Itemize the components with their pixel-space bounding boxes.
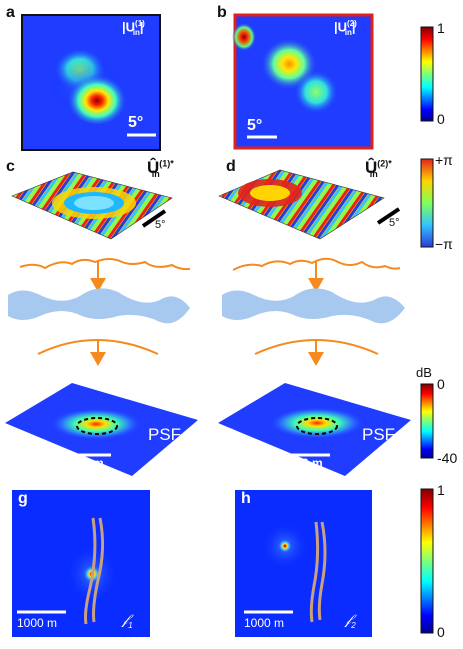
db-colorbar bbox=[420, 383, 434, 459]
panel-label-e: e bbox=[14, 427, 23, 444]
outgoing-wavefront-left bbox=[37, 339, 159, 366]
panel-f-scale-label: 1000 m bbox=[282, 456, 323, 470]
panel-h-corner-label: 𝒻2 bbox=[345, 611, 356, 630]
panel-label-b: b bbox=[217, 4, 227, 21]
phase-colorbar-bottom: −π bbox=[435, 236, 453, 252]
panel-d-phase-label: Û(2)*in bbox=[365, 158, 392, 180]
panel-h-focus-map bbox=[235, 490, 372, 637]
phase-colorbar-top: +π bbox=[435, 152, 453, 168]
panel-d-phase-map bbox=[218, 169, 401, 240]
phase-colorbar bbox=[420, 158, 434, 248]
panel-c-phase-label: Û(1)*in bbox=[147, 158, 174, 180]
db-colorbar-bottom: -40 bbox=[437, 450, 458, 466]
panel-label-f: f bbox=[227, 427, 233, 444]
magnitude-colorbar-bottom: 0 bbox=[437, 111, 445, 127]
panel-c-scale-label: 5° bbox=[155, 219, 166, 231]
incoming-wavefront-left bbox=[19, 258, 191, 292]
panel-a-scale-label: 5° bbox=[128, 114, 144, 131]
panel-f-psf bbox=[218, 383, 411, 476]
panel-c-phase-map bbox=[11, 171, 173, 240]
focus-colorbar bbox=[420, 488, 434, 634]
db-colorbar-unit: dB bbox=[416, 365, 432, 380]
panel-d-scale-label: 5° bbox=[389, 217, 400, 229]
panel-label-d: d bbox=[226, 158, 236, 175]
panel-a-magnitude-label: |U(1)in| bbox=[122, 19, 145, 37]
waveguide-right bbox=[222, 288, 405, 324]
panel-b-scale-label: 5° bbox=[247, 117, 263, 134]
waveguide-left bbox=[8, 288, 190, 324]
magnitude-colorbar bbox=[420, 26, 434, 122]
panel-f-psf-label: PSF bbox=[362, 425, 396, 444]
focus-colorbar-top: 1 bbox=[437, 482, 445, 498]
panel-e-psf-label: PSF bbox=[148, 425, 182, 444]
panel-b-magnitude-label: |U(2)in| bbox=[334, 19, 357, 37]
panel-label-g: g bbox=[18, 490, 28, 507]
panel-h-scale-label: 1000 m bbox=[244, 616, 285, 630]
panel-e-scale-label: 1000 m bbox=[63, 456, 104, 470]
panel-label-h: h bbox=[241, 490, 251, 507]
panel-g-focus-map bbox=[12, 490, 150, 637]
panel-g-corner-label: 𝒻1 bbox=[122, 611, 133, 630]
db-colorbar-top: 0 bbox=[437, 376, 445, 392]
panel-a-magnitude-map bbox=[21, 14, 161, 151]
incoming-wavefront-right bbox=[232, 257, 401, 292]
panel-label-a: a bbox=[6, 4, 15, 21]
focus-colorbar-bottom: 0 bbox=[437, 624, 445, 640]
panel-label-c: c bbox=[6, 158, 15, 175]
outgoing-wavefront-right bbox=[254, 339, 379, 366]
panel-g-scale-label: 1000 m bbox=[17, 616, 58, 630]
panel-e-psf bbox=[5, 383, 198, 476]
magnitude-colorbar-top: 1 bbox=[437, 20, 445, 36]
panel-b-magnitude-map bbox=[232, 13, 374, 150]
